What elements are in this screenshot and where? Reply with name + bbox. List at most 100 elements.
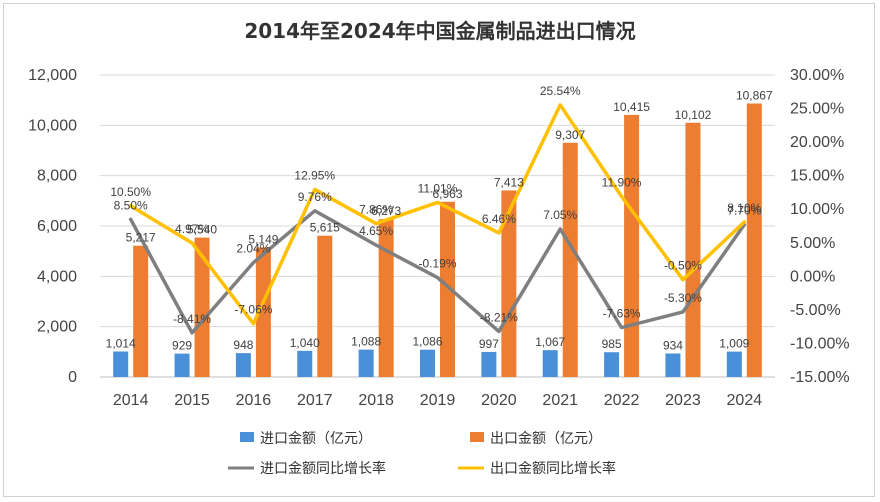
import-bar bbox=[665, 353, 681, 377]
chart-title: 2014年至2024年中国金属制品进出口情况 bbox=[244, 19, 635, 43]
x-tick-label: 2018 bbox=[358, 392, 394, 409]
export-growth-label: 25.54% bbox=[540, 84, 581, 98]
x-tick-label: 2022 bbox=[604, 392, 640, 409]
x-tick-label: 2023 bbox=[665, 392, 701, 409]
export-growth-label: 6.46% bbox=[482, 212, 516, 226]
legend-label: 出口金额（亿元） bbox=[490, 431, 602, 447]
import-value-label: 1,040 bbox=[290, 336, 320, 350]
export-bar bbox=[317, 235, 333, 377]
export-value-label: 7,413 bbox=[494, 175, 524, 189]
y-left-tick-label: 2,000 bbox=[37, 319, 77, 336]
import-growth-label: -0.19% bbox=[418, 257, 456, 271]
import-growth-label: 7.70% bbox=[727, 204, 761, 218]
import-bar bbox=[174, 353, 190, 377]
x-tick-label: 2015 bbox=[174, 392, 210, 409]
y-left-tick-label: 12,000 bbox=[28, 67, 77, 84]
import-bar bbox=[726, 351, 742, 377]
import-value-label: 1,067 bbox=[535, 335, 565, 349]
export-value-label: 5,540 bbox=[187, 223, 217, 237]
import-bar bbox=[420, 349, 435, 377]
export-growth-label: -0.50% bbox=[664, 259, 702, 273]
import-bar bbox=[604, 352, 620, 377]
y-right-axis: -15.00% -10.00% -5.00% 0.00% 5.00% 10.00% 15.0… bbox=[790, 67, 850, 386]
import-value-label: 1,088 bbox=[351, 335, 381, 349]
y-right-tick-label: 5.00% bbox=[790, 235, 835, 252]
export-bar bbox=[746, 103, 762, 378]
x-axis: 2014 2015 2016 2017 2018 2019 2020 2021 2022 2023… bbox=[113, 392, 762, 409]
y-right-tick-label: 25.00% bbox=[790, 101, 844, 118]
x-tick-label: 2014 bbox=[113, 392, 149, 409]
export-bar bbox=[624, 114, 640, 378]
export-growth-label: -7.06% bbox=[234, 303, 272, 317]
import-growth-label: 7.05% bbox=[543, 208, 577, 222]
import-value-label: 1,086 bbox=[412, 335, 442, 349]
import-value-label: 948 bbox=[233, 338, 253, 352]
y-right-tick-label: 30.00% bbox=[790, 67, 844, 84]
y-left-tick-label: 10,000 bbox=[28, 117, 77, 134]
export-value-label: 5,149 bbox=[248, 232, 278, 246]
export-bar bbox=[378, 219, 394, 377]
legend: 进口金额（亿元） 出口金额（亿元） 进口金额同比增长率 出口金额同比增长率 bbox=[228, 431, 616, 477]
export-value-label: 6,273 bbox=[371, 204, 401, 218]
grid-lines bbox=[100, 74, 775, 378]
export-growth-label: 10.50% bbox=[110, 185, 151, 199]
import-bar bbox=[542, 350, 558, 377]
legend-label: 进口金额同比增长率 bbox=[260, 460, 386, 477]
export-bar bbox=[194, 237, 210, 377]
export-value-label: 5,615 bbox=[310, 221, 340, 235]
import-value-label: 985 bbox=[602, 337, 622, 351]
import-bar bbox=[481, 351, 497, 377]
export-value-label: 10,415 bbox=[613, 100, 650, 114]
y-left-tick-label: 6,000 bbox=[37, 218, 77, 235]
export-growth-label: 11.90% bbox=[602, 175, 642, 189]
import-growth-label: -8.21% bbox=[480, 310, 518, 324]
import-value-label: 1,014 bbox=[106, 336, 136, 350]
y-right-tick-label: -10.00% bbox=[790, 335, 850, 352]
import-bar bbox=[358, 349, 374, 377]
legend-swatch bbox=[240, 432, 254, 442]
export-growth-label: 8.10% bbox=[727, 201, 761, 215]
x-tick-label: 2024 bbox=[727, 392, 763, 409]
y-right-tick-label: 10.00% bbox=[790, 201, 844, 218]
export-growth-label: 12.95% bbox=[294, 168, 335, 182]
x-tick-label: 2016 bbox=[236, 392, 272, 409]
x-tick-label: 2021 bbox=[542, 392, 578, 409]
y-left-tick-label: 0 bbox=[68, 369, 77, 386]
export-value-label: 10,102 bbox=[675, 108, 712, 122]
export-bar bbox=[685, 122, 701, 378]
export-value-label: 10,867 bbox=[736, 89, 773, 103]
y-left-axis: 0 2,000 4,000 6,000 8,000 10,000 12,000 bbox=[28, 67, 77, 386]
y-right-tick-label: -15.00% bbox=[790, 369, 850, 386]
import-bar bbox=[113, 351, 129, 377]
import-bar bbox=[297, 350, 313, 377]
x-tick-label: 2019 bbox=[420, 392, 456, 409]
export-bar bbox=[562, 142, 578, 377]
import-growth-label: -5.30% bbox=[664, 291, 702, 305]
import-growth-line bbox=[128, 209, 747, 335]
y-right-tick-label: 20.00% bbox=[790, 134, 844, 151]
import-value-label: 934 bbox=[663, 338, 683, 352]
export-value-label: 5,217 bbox=[126, 231, 156, 245]
import-growth-label: 2.04% bbox=[236, 242, 270, 256]
export-value-label: 9,307 bbox=[555, 128, 585, 142]
x-tick-label: 2020 bbox=[481, 392, 517, 409]
export-value-label: 6,963 bbox=[432, 187, 462, 201]
export-growth-label: 7.86% bbox=[359, 203, 393, 217]
y-left-tick-label: 8,000 bbox=[37, 168, 77, 185]
legend-label: 进口金额（亿元） bbox=[260, 431, 372, 447]
import-value-label: 929 bbox=[172, 339, 192, 353]
bars bbox=[113, 103, 762, 378]
export-bar bbox=[255, 247, 271, 377]
export-bar bbox=[501, 190, 517, 377]
import-bar bbox=[235, 353, 251, 377]
y-right-tick-label: 0.00% bbox=[790, 268, 835, 285]
import-growth-label: 9.76% bbox=[298, 190, 332, 204]
import-growth-label: 8.50% bbox=[114, 198, 148, 212]
export-bar bbox=[133, 245, 149, 377]
export-growth-label: 4.97% bbox=[175, 222, 209, 236]
export-growth-label: 11.01% bbox=[418, 181, 458, 195]
import-growth-label: 4.65% bbox=[359, 224, 393, 238]
y-right-tick-label: -5.00% bbox=[790, 302, 841, 319]
y-right-tick-label: 15.00% bbox=[790, 168, 844, 185]
